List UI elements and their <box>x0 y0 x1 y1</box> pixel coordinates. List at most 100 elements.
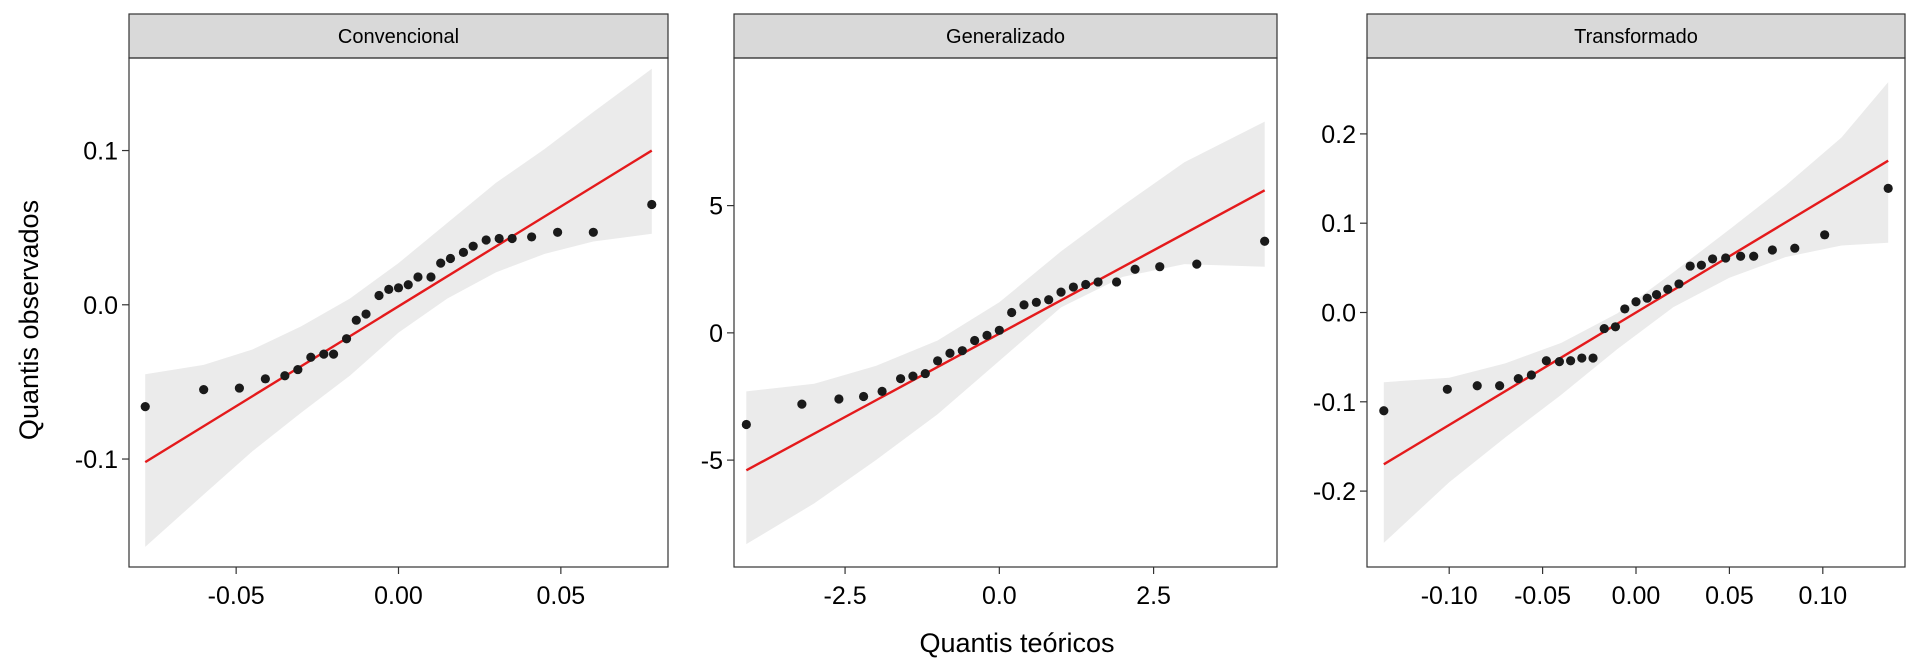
y-axis-title: Quantis observados <box>14 200 44 440</box>
data-point <box>199 385 209 395</box>
x-tick-label: 0.10 <box>1798 582 1847 610</box>
data-point <box>896 374 906 384</box>
data-point <box>384 284 394 294</box>
x-tick-label: 0.0 <box>982 582 1017 610</box>
data-point <box>1883 183 1893 193</box>
data-point <box>858 391 869 402</box>
y-tick-label: 0.2 <box>1321 121 1356 149</box>
data-point <box>1472 381 1482 391</box>
data-point <box>1588 353 1598 363</box>
data-point <box>319 349 329 359</box>
panel-border <box>733 57 1278 568</box>
data-point <box>260 374 270 384</box>
data-point <box>1651 290 1662 300</box>
data-point <box>1111 277 1122 287</box>
plot-area <box>741 121 1270 545</box>
data-point <box>527 232 537 242</box>
data-point <box>1820 230 1830 240</box>
facet-strip <box>1366 13 1906 59</box>
data-point <box>1068 282 1078 292</box>
y-tick-label: 0 <box>709 320 723 348</box>
data-point <box>426 272 436 282</box>
data-point <box>1044 295 1054 305</box>
data-point <box>834 394 844 404</box>
data-point <box>374 290 384 301</box>
data-point <box>1631 297 1641 307</box>
plot-area <box>1379 82 1893 543</box>
data-point <box>1093 277 1103 287</box>
data-point <box>1674 279 1684 289</box>
data-point <box>403 280 413 290</box>
data-point <box>1610 322 1621 332</box>
data-point <box>1566 356 1576 366</box>
data-point <box>970 335 980 346</box>
data-point <box>436 258 446 268</box>
data-point <box>1192 259 1202 269</box>
plot-area <box>140 68 657 547</box>
data-point <box>458 247 469 257</box>
confidence-band <box>746 121 1265 545</box>
facet-strip <box>733 13 1278 59</box>
data-point <box>361 309 371 319</box>
panel-3: Transformado -0.10 -0.05 0.00 0.05 0.10 -0.2 -0… <box>1313 13 1906 610</box>
data-point <box>994 325 1004 335</box>
y-tick-label: -0.1 <box>1313 389 1356 417</box>
data-point <box>741 419 751 430</box>
y-tick-label: -0.2 <box>1313 478 1356 506</box>
data-point <box>1685 261 1695 271</box>
data-point <box>351 315 361 325</box>
y-tick-label: -0.1 <box>75 446 118 474</box>
reference-line <box>144 149 653 464</box>
data-point <box>1577 353 1587 363</box>
data-point <box>494 233 504 244</box>
y-tick-label: -5 <box>701 447 723 475</box>
panel-2: Generalizado -2.5 0.0 2.5 -5 0 5 <box>701 13 1278 610</box>
data-point <box>1379 406 1389 416</box>
data-point <box>957 346 967 356</box>
data-point <box>1260 236 1270 246</box>
data-point <box>647 199 657 210</box>
data-point <box>1442 384 1452 394</box>
y-tick-label: 5 <box>709 193 723 221</box>
data-point <box>933 356 943 366</box>
y-tick-label: 0.1 <box>83 138 118 166</box>
reference-line <box>1383 159 1889 466</box>
x-tick-label: 2.5 <box>1136 582 1171 610</box>
x-tick-label: -0.05 <box>208 582 265 610</box>
data-point <box>1513 373 1523 384</box>
facet-title: Generalizado <box>946 26 1065 48</box>
y-tick-label: 0.0 <box>83 292 118 320</box>
x-tick-label: 0.05 <box>1705 582 1754 610</box>
data-point <box>1526 370 1536 380</box>
data-point <box>1642 293 1652 303</box>
data-point <box>413 272 423 282</box>
data-point <box>1541 356 1551 366</box>
y-tick-label: 0.1 <box>1321 210 1356 238</box>
x-tick-label: -0.10 <box>1421 582 1478 610</box>
data-point <box>507 233 517 244</box>
data-point <box>293 364 303 375</box>
data-point <box>393 283 404 293</box>
data-point <box>234 383 244 393</box>
data-point <box>1031 297 1041 307</box>
data-point <box>1019 300 1029 310</box>
data-point <box>553 227 563 237</box>
data-point <box>797 399 807 409</box>
data-point <box>877 386 887 396</box>
data-point <box>1155 262 1165 272</box>
data-point <box>908 371 918 381</box>
data-point <box>982 330 992 341</box>
data-point <box>945 348 955 358</box>
x-tick-label: -0.05 <box>1514 582 1571 610</box>
confidence-band <box>145 68 652 547</box>
facet-title: Transformado <box>1574 26 1698 48</box>
data-point <box>1663 284 1673 294</box>
reference-line <box>745 189 1266 472</box>
facet-strip <box>128 13 669 59</box>
data-point <box>1790 243 1800 253</box>
x-tick-label: 0.05 <box>537 582 586 610</box>
panel-1: Convencional -0.05 0.00 0.05 -0.1 0.0 0.1 <box>75 13 669 610</box>
data-point <box>1495 381 1505 391</box>
data-point <box>1081 279 1091 290</box>
x-tick-label: -2.5 <box>824 582 867 610</box>
